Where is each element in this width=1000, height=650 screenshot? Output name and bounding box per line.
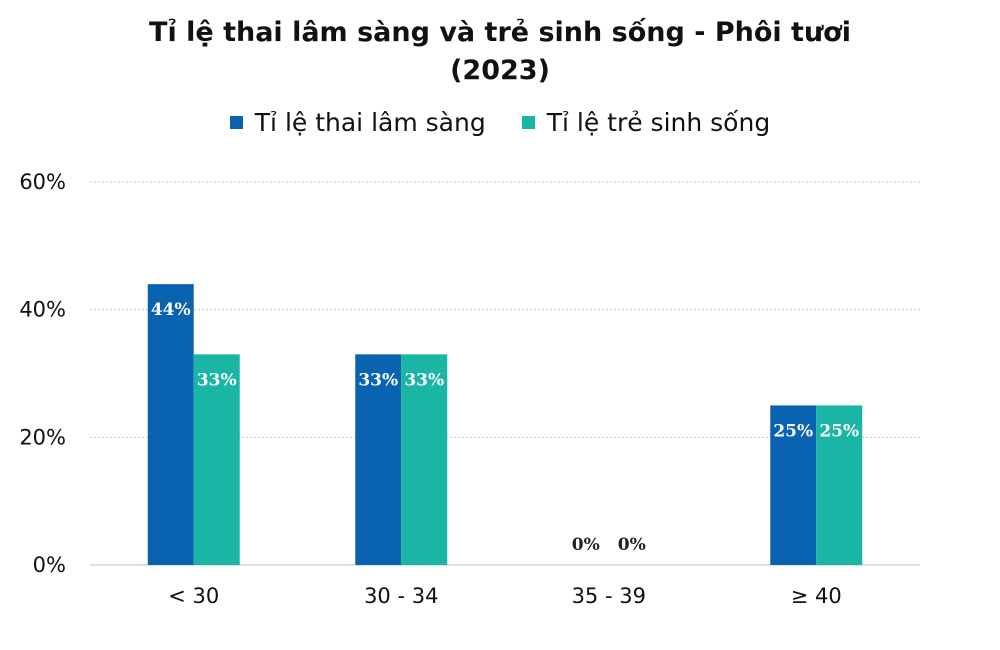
x-tick-label: ≥ 40 <box>791 584 842 608</box>
legend-label-clinical-pregnancy: Tỉ lệ thai lâm sàng <box>254 108 486 137</box>
bar <box>355 354 402 565</box>
legend-item-clinical-pregnancy: Tỉ lệ thai lâm sàng <box>229 108 486 137</box>
chart-title: Tỉ lệ thai lâm sàng và trẻ sinh sống - P… <box>149 17 851 86</box>
y-tick-label: 60% <box>19 170 66 194</box>
legend-swatch-clinical-pregnancy <box>229 116 243 129</box>
x-tick-label: 35 - 39 <box>572 584 646 608</box>
bar <box>193 354 240 565</box>
y-tick-label: 20% <box>19 425 66 449</box>
data-label: 25% <box>773 421 813 441</box>
chart-legend: Tỉ lệ thai lâm sàng Tỉ lệ trẻ sinh sống <box>0 108 1000 137</box>
legend-swatch-live-birth <box>521 116 535 129</box>
bar <box>401 354 448 565</box>
y-tick-label: 0% <box>33 553 66 577</box>
bar <box>816 405 863 565</box>
data-label: 33% <box>358 370 398 390</box>
x-tick-label: < 30 <box>168 584 219 608</box>
data-label: 0% <box>572 535 600 555</box>
y-tick-label: 40% <box>19 298 66 322</box>
data-label: 33% <box>197 370 237 390</box>
data-label: 44% <box>151 300 191 320</box>
data-label: 0% <box>618 535 646 555</box>
legend-item-live-birth: Tỉ lệ trẻ sinh sống <box>521 108 771 137</box>
data-label: 33% <box>404 370 444 390</box>
bar <box>770 405 817 565</box>
x-tick-label: 30 - 34 <box>364 584 438 608</box>
legend-label-live-birth: Tỉ lệ trẻ sinh sống <box>546 108 771 137</box>
data-label: 25% <box>819 421 859 441</box>
bar <box>147 284 194 565</box>
